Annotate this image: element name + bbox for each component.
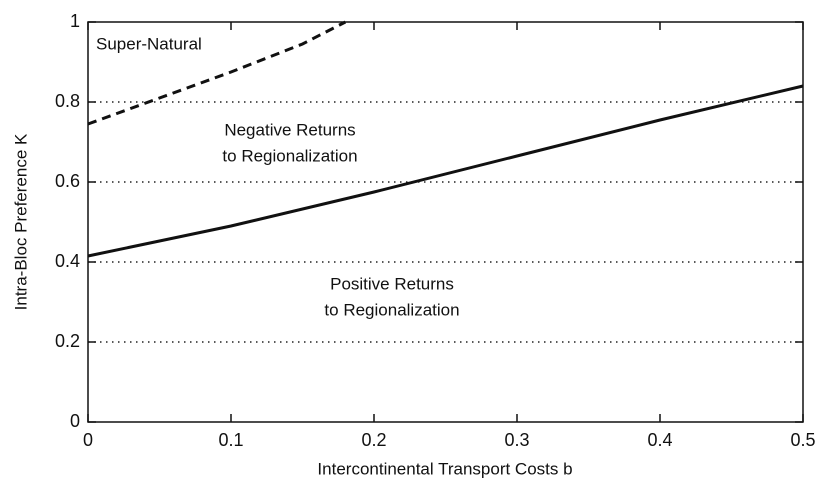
y-tick-label: 0.2 — [55, 331, 80, 351]
x-tick-label: 0.5 — [790, 430, 815, 450]
plot-frame — [87, 21, 804, 423]
annotation: to Regionalization — [324, 300, 459, 319]
y-tick-label: 0.6 — [55, 171, 80, 191]
x-tick-label: 0 — [83, 430, 93, 450]
y-tick-label: 0.8 — [55, 91, 80, 111]
x-tick-label: 0.4 — [647, 430, 672, 450]
x-tick-label: 0.1 — [218, 430, 243, 450]
y-axis-label: Intra-Bloc Preference K — [11, 133, 30, 310]
y-tick-label: 0 — [70, 411, 80, 431]
line-series — [87, 20, 347, 126]
x-tick-label: 0.3 — [504, 430, 529, 450]
annotation: Super-Natural — [96, 34, 202, 53]
annotation: Positive Returns — [330, 274, 454, 293]
annotation: Negative Returns — [224, 120, 355, 139]
line-series — [87, 84, 804, 258]
y-tick-label: 0.4 — [55, 251, 80, 271]
y-tick-label: 1 — [70, 11, 80, 31]
annotation: to Regionalization — [222, 146, 357, 165]
x-axis-label: Intercontinental Transport Costs b — [317, 459, 572, 478]
x-tick-label: 0.2 — [361, 430, 386, 450]
